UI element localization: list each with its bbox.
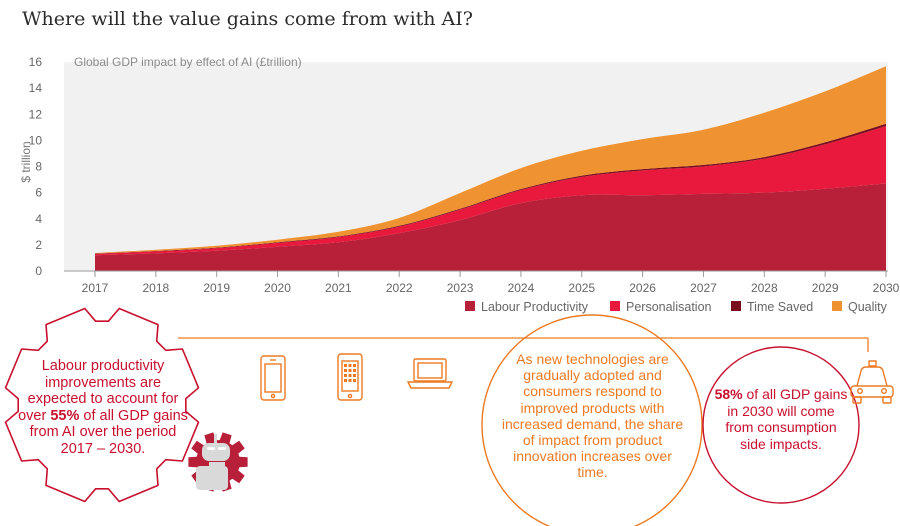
gear-callout-text: Labour productivity improvements are exp…: [18, 358, 188, 457]
legend-label: Time Saved: [747, 300, 813, 314]
x-tick-label: 2027: [690, 281, 717, 295]
y-tick-label: 8: [35, 160, 42, 174]
chart-title: Global GDP impact by effect of AI (£tril…: [74, 55, 302, 69]
consumption-text-body: of all GDP gains in 2030 will come from …: [725, 386, 848, 452]
x-tick-label: 2019: [203, 281, 230, 295]
robot-icon: [188, 432, 248, 492]
page-title: Where will the value gains come from wit…: [22, 8, 473, 30]
adoption-circle: [481, 314, 703, 526]
x-tick-label: 2020: [264, 281, 291, 295]
area-series-personalisation: [95, 126, 886, 256]
y-tick-label: 16: [29, 55, 43, 69]
car-icon: [850, 360, 894, 404]
smartphone-icon: [260, 355, 286, 401]
consumption-circle: [702, 346, 860, 504]
x-tick-label: 2026: [629, 281, 656, 295]
y-tick-label: 10: [29, 133, 43, 147]
plot-layer: [64, 62, 888, 271]
x-tick-label: 2018: [142, 281, 169, 295]
y-tick-label: 2: [35, 238, 42, 252]
legend-label: Personalisation: [626, 300, 712, 314]
axes: 0 2 4 6 8 10 12 14 16 2017 2018 2019 2020 2021 2022 202…: [29, 55, 900, 295]
y-tick-label: 6: [35, 186, 42, 200]
consumption-highlight: 58%: [714, 386, 743, 402]
x-tick-label: 2029: [812, 281, 839, 295]
gear-text-highlight: 55%: [50, 407, 80, 424]
legend: Labour Productivity Personalisation Time S…: [465, 300, 888, 314]
area-series-labour-productivity: [95, 183, 886, 271]
x-tick-label: 2028: [751, 281, 778, 295]
legend-swatch: [731, 301, 741, 311]
laptop-icon: [406, 358, 454, 389]
area-series-quality: [95, 66, 886, 254]
consumption-text: 58% of all GDP gains in 2030 will come f…: [712, 386, 850, 452]
gear-text-post: of all GDP gains from AI over the period…: [29, 407, 188, 457]
legend-label: Quality: [848, 300, 888, 314]
y-tick-label: 14: [29, 81, 43, 95]
y-axis-label: $ trillion: [19, 141, 33, 182]
x-tick-label: 2021: [325, 281, 352, 295]
x-tick-label: 2025: [568, 281, 595, 295]
legend-label: Labour Productivity: [481, 300, 589, 314]
y-tick-label: 12: [29, 107, 43, 121]
gear-icon: [4, 307, 200, 503]
y-tick-label: 0: [35, 264, 42, 278]
legend-swatch: [465, 301, 475, 311]
y-tick-label: 4: [35, 212, 42, 226]
x-tick-label: 2024: [508, 281, 535, 295]
x-tick-label: 2022: [386, 281, 413, 295]
gear-text-pre: Labour productivity improvements are exp…: [18, 358, 179, 424]
x-tick-label: 2030: [873, 281, 900, 295]
x-tick-label: 2023: [447, 281, 474, 295]
legend-swatch: [832, 301, 842, 311]
area-chart: 0 2 4 6 8 10 12 14 16 2017 2018 2019 2020 2021 2022 202…: [19, 55, 900, 314]
legend-swatch: [610, 301, 620, 311]
app-phone-icon: [337, 353, 363, 401]
x-tick-label: 2017: [82, 281, 109, 295]
adoption-text: As new technologies are gradually adopte…: [501, 351, 684, 481]
